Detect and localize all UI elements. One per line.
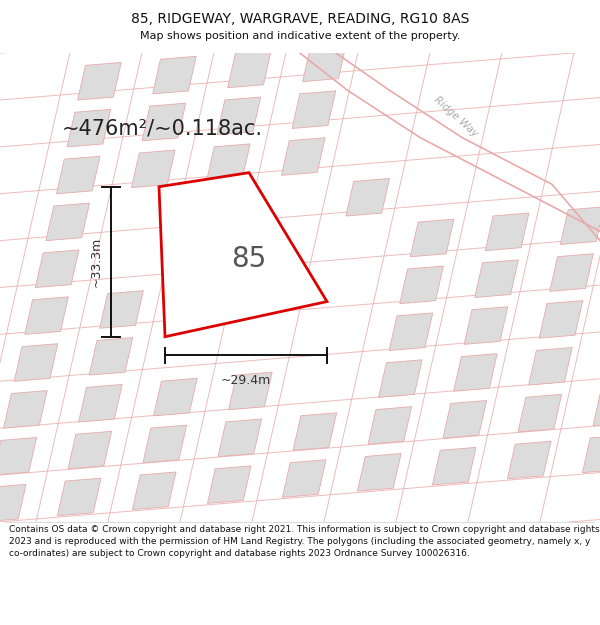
Polygon shape <box>475 260 518 298</box>
Polygon shape <box>454 354 497 391</box>
Polygon shape <box>400 266 443 304</box>
Polygon shape <box>379 360 422 398</box>
Polygon shape <box>358 454 401 491</box>
Polygon shape <box>529 348 572 385</box>
Polygon shape <box>77 62 121 100</box>
Polygon shape <box>68 431 112 469</box>
Polygon shape <box>152 56 196 94</box>
Polygon shape <box>131 150 175 188</box>
Polygon shape <box>217 97 260 134</box>
Polygon shape <box>89 338 133 375</box>
Polygon shape <box>227 50 271 88</box>
Text: ~476m²/~0.118ac.: ~476m²/~0.118ac. <box>62 118 263 138</box>
Text: Map shows position and indicative extent of the property.: Map shows position and indicative extent… <box>140 31 460 41</box>
Polygon shape <box>433 448 476 485</box>
Polygon shape <box>67 109 110 147</box>
Polygon shape <box>443 401 487 438</box>
Polygon shape <box>518 394 562 432</box>
Text: ~33.3m: ~33.3m <box>89 237 103 287</box>
Polygon shape <box>133 472 176 509</box>
Polygon shape <box>368 407 412 444</box>
Polygon shape <box>56 156 100 194</box>
Polygon shape <box>206 144 250 181</box>
Polygon shape <box>464 307 508 344</box>
Polygon shape <box>539 301 583 338</box>
Polygon shape <box>58 478 101 516</box>
Polygon shape <box>142 103 185 141</box>
Polygon shape <box>79 384 122 422</box>
Polygon shape <box>346 179 389 216</box>
Polygon shape <box>159 173 327 337</box>
Polygon shape <box>35 250 79 288</box>
Text: ~29.4m: ~29.4m <box>221 374 271 388</box>
Polygon shape <box>218 419 262 456</box>
Polygon shape <box>143 425 187 462</box>
Polygon shape <box>593 388 600 426</box>
Text: Contains OS data © Crown copyright and database right 2021. This information is : Contains OS data © Crown copyright and d… <box>9 525 599 558</box>
Polygon shape <box>410 219 454 257</box>
Polygon shape <box>208 466 251 503</box>
Polygon shape <box>229 372 272 409</box>
Text: 85, RIDGEWAY, WARGRAVE, READING, RG10 8AS: 85, RIDGEWAY, WARGRAVE, READING, RG10 8A… <box>131 12 469 26</box>
Polygon shape <box>583 435 600 472</box>
Polygon shape <box>389 313 433 351</box>
Polygon shape <box>485 213 529 251</box>
Polygon shape <box>25 297 68 334</box>
Text: 85: 85 <box>232 245 266 272</box>
Polygon shape <box>4 391 47 428</box>
Polygon shape <box>283 460 326 498</box>
Polygon shape <box>550 254 593 291</box>
Polygon shape <box>100 291 143 328</box>
Polygon shape <box>293 413 337 451</box>
Polygon shape <box>0 484 26 522</box>
Polygon shape <box>302 44 346 81</box>
Polygon shape <box>292 91 335 128</box>
Text: Ridge Way: Ridge Way <box>432 94 480 139</box>
Polygon shape <box>46 203 89 241</box>
Polygon shape <box>14 344 58 381</box>
Polygon shape <box>560 207 600 244</box>
Polygon shape <box>154 378 197 416</box>
Polygon shape <box>0 438 37 475</box>
Polygon shape <box>281 138 325 175</box>
Polygon shape <box>508 441 551 479</box>
